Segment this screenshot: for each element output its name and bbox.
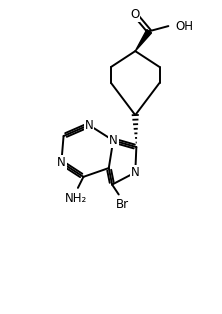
Text: NH₂: NH₂: [65, 192, 87, 205]
Text: O: O: [130, 8, 139, 21]
Text: OH: OH: [175, 19, 193, 33]
Text: N: N: [57, 156, 66, 169]
Polygon shape: [135, 30, 152, 51]
Text: N: N: [131, 166, 140, 179]
Text: N: N: [109, 134, 118, 147]
Text: Br: Br: [115, 198, 129, 211]
Text: N: N: [85, 118, 93, 132]
